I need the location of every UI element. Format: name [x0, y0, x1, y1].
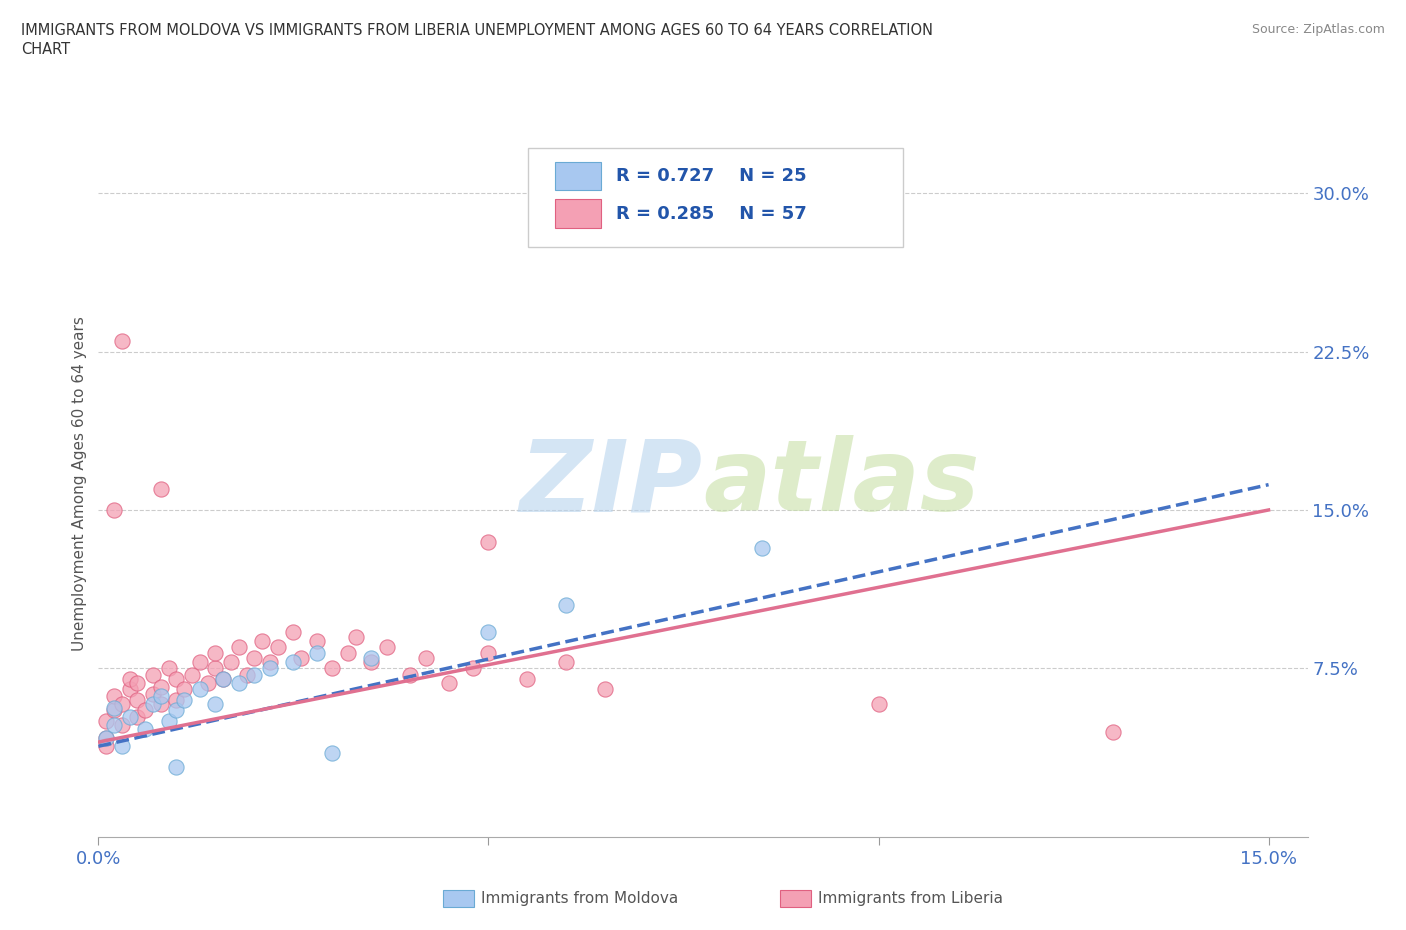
Text: Source: ZipAtlas.com: Source: ZipAtlas.com [1251, 23, 1385, 36]
Point [360, 655, 382, 670]
Point [134, 703, 156, 718]
Point [204, 697, 226, 711]
Point [149, 680, 172, 695]
Text: IMMIGRANTS FROM MOLDOVA VS IMMIGRANTS FROM LIBERIA UNEMPLOYMENT AMONG AGES 60 TO: IMMIGRANTS FROM MOLDOVA VS IMMIGRANTS FR… [21, 23, 934, 38]
Point [461, 661, 484, 676]
Text: R = 0.727    N = 25: R = 0.727 N = 25 [616, 167, 807, 185]
Point [235, 667, 257, 682]
Point [173, 693, 195, 708]
Point [173, 682, 195, 697]
Point [149, 482, 172, 497]
Point [477, 534, 499, 549]
Point [103, 703, 125, 718]
Point [103, 718, 125, 733]
Point [399, 667, 422, 682]
Point [283, 655, 305, 670]
Text: Immigrants from Moldova: Immigrants from Moldova [481, 891, 678, 906]
Point [305, 633, 328, 648]
Point [321, 745, 343, 760]
Point [259, 661, 281, 676]
Text: ZIP: ZIP [520, 435, 703, 532]
Point [165, 760, 187, 775]
Text: R = 0.285    N = 57: R = 0.285 N = 57 [616, 205, 807, 222]
Point [360, 650, 382, 665]
Point [243, 650, 266, 665]
Point [212, 671, 235, 686]
Point [142, 667, 165, 682]
Point [188, 682, 211, 697]
Point [188, 655, 211, 670]
Point [142, 686, 165, 701]
Point [477, 625, 499, 640]
FancyBboxPatch shape [555, 162, 602, 191]
FancyBboxPatch shape [527, 148, 903, 246]
Point [111, 334, 134, 349]
Point [751, 540, 773, 555]
Point [127, 693, 149, 708]
Point [633, 196, 655, 211]
Point [165, 671, 187, 686]
Point [165, 693, 187, 708]
Point [555, 655, 578, 670]
Point [212, 671, 235, 686]
Point [103, 701, 125, 716]
Point [415, 650, 437, 665]
Point [283, 625, 305, 640]
Point [127, 710, 149, 724]
Point [1101, 724, 1123, 739]
Point [118, 671, 141, 686]
Point [111, 738, 134, 753]
Point [228, 675, 250, 690]
FancyBboxPatch shape [555, 199, 602, 228]
Point [149, 697, 172, 711]
Point [305, 646, 328, 661]
Point [96, 730, 118, 745]
Point [134, 722, 156, 737]
Point [516, 671, 538, 686]
Point [555, 597, 578, 612]
Text: atlas: atlas [703, 435, 980, 532]
Text: CHART: CHART [21, 42, 70, 57]
Point [595, 682, 617, 697]
Point [204, 646, 226, 661]
Point [290, 650, 312, 665]
Point [142, 697, 165, 711]
Point [96, 730, 118, 745]
Point [165, 703, 187, 718]
Text: Immigrants from Liberia: Immigrants from Liberia [818, 891, 1004, 906]
Point [337, 646, 360, 661]
Y-axis label: Unemployment Among Ages 60 to 64 years: Unemployment Among Ages 60 to 64 years [72, 316, 87, 651]
Point [344, 629, 367, 644]
Point [204, 661, 226, 676]
Point [103, 502, 125, 517]
Point [868, 697, 890, 711]
Point [103, 688, 125, 703]
Point [149, 688, 172, 703]
Point [477, 646, 499, 661]
Point [181, 667, 204, 682]
Point [243, 667, 266, 682]
Point [267, 640, 290, 655]
Point [96, 713, 118, 728]
Point [118, 710, 141, 724]
Point [111, 697, 134, 711]
Point [127, 675, 149, 690]
Point [96, 738, 118, 753]
Point [321, 661, 343, 676]
Point [157, 661, 180, 676]
Point [439, 675, 461, 690]
Point [375, 640, 398, 655]
Point [252, 633, 274, 648]
Point [259, 655, 281, 670]
Point [219, 655, 242, 670]
Point [197, 675, 219, 690]
Point [118, 682, 141, 697]
Point [228, 640, 250, 655]
Point [157, 713, 180, 728]
Point [111, 718, 134, 733]
